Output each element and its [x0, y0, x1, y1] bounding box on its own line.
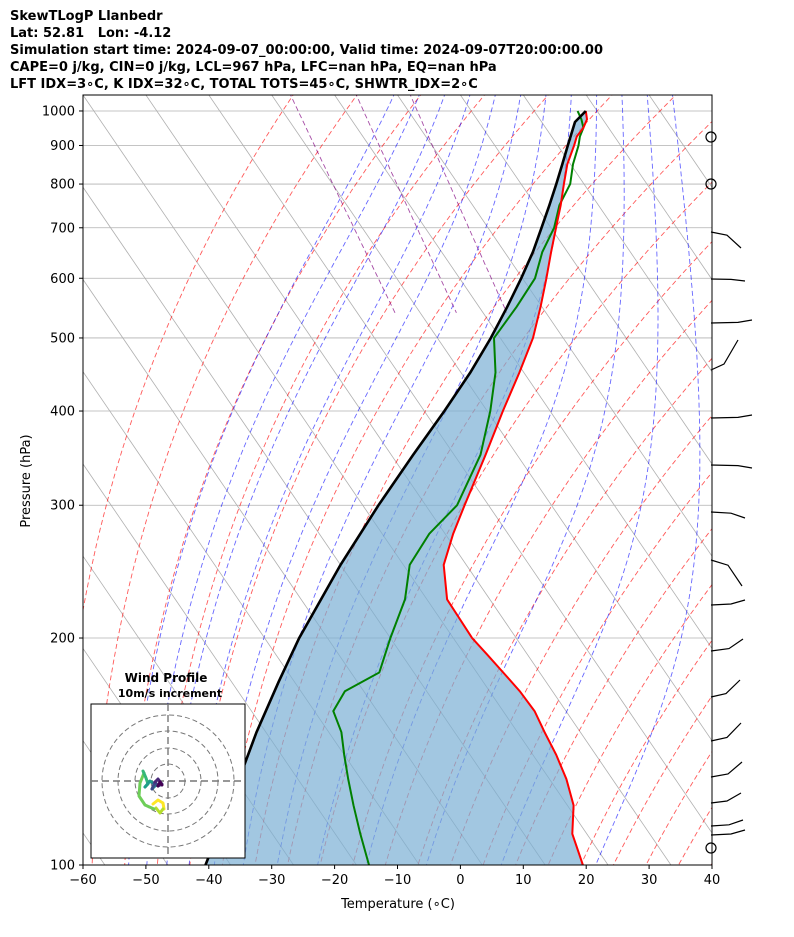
- wind-barb: [710, 414, 753, 419]
- x-tick-label: 20: [578, 873, 595, 888]
- location-label: Lat: 52.81 Lon: -4.12: [10, 26, 172, 41]
- isotherm-line: [585, 95, 712, 281]
- x-tick-label: 40: [704, 873, 721, 888]
- dry-adiabat-line: [734, 92, 794, 882]
- y-tick-label: 200: [50, 632, 75, 647]
- dry-adiabat-line: [221, 95, 613, 865]
- moist-adiabat-line: [146, 95, 420, 865]
- wind-barb: [710, 231, 742, 249]
- moist-adiabat-line: [425, 95, 625, 865]
- cape-label: CAPE=0 j/kg, CIN=0 j/kg, LCL=967 hPa, LF…: [10, 60, 497, 75]
- hodograph-title: Wind Profile: [125, 671, 208, 685]
- moist-adiabat-line: [128, 95, 395, 865]
- hodograph-trace: [137, 771, 156, 811]
- wind-barb: [710, 792, 742, 804]
- hodograph-trace: [151, 798, 166, 811]
- chart-title: SkewTLogP Llanbedr: [10, 9, 163, 24]
- dry-adiabat-line: [189, 95, 549, 865]
- wind-barb: [710, 829, 746, 836]
- moist-adiabat-line: [166, 95, 446, 865]
- isotherm-line: [648, 95, 712, 188]
- hodograph-trace: [154, 806, 165, 815]
- y-tick-label: 500: [50, 331, 75, 346]
- hodograph-trace: [156, 780, 164, 788]
- wind-barb: [710, 638, 744, 652]
- y-tick-label: 400: [50, 405, 75, 420]
- cape-shading: [205, 111, 587, 865]
- y-tick-label: 100: [50, 859, 75, 874]
- calm-wind-marker: [705, 131, 717, 143]
- dry-adiabat-line: [710, 862, 712, 865]
- dewpoint-line: [332, 110, 585, 865]
- x-tick-label: −10: [384, 873, 411, 888]
- x-axis-label: Temperature (∘C): [340, 897, 455, 912]
- x-tick-label: −30: [258, 873, 285, 888]
- isotherm-line: [711, 95, 712, 96]
- wind-barb: [710, 339, 739, 371]
- dry-adiabat-line: [547, 583, 712, 865]
- wind-barb: [710, 599, 746, 606]
- x-tick-label: −60: [69, 873, 96, 888]
- y-tick-label: 1000: [42, 104, 75, 119]
- wind-barb: [710, 319, 753, 324]
- dry-adiabat-line: [156, 95, 486, 865]
- calm-wind-marker: [705, 178, 717, 190]
- hodograph-subtitle: 10m/s increment: [118, 687, 222, 700]
- mixing-ratio-lines: [290, 95, 508, 313]
- dry-adiabat-line: [83, 95, 294, 613]
- wind-barb: [710, 511, 746, 519]
- wind-barb: [710, 722, 742, 742]
- x-tick-label: −50: [132, 873, 159, 888]
- x-tick-label: 10: [515, 873, 532, 888]
- moist-adiabat-line: [365, 95, 598, 865]
- isotherm-line: [83, 740, 169, 865]
- moist-adiabat-line: [242, 95, 522, 865]
- wind-barb: [710, 278, 746, 282]
- isotherm-line: [208, 95, 712, 834]
- wind-profile-inset: Wind Profile 10m/s increment: [90, 671, 246, 859]
- isotherm-line: [271, 95, 712, 742]
- temperature-line: [442, 110, 589, 865]
- wind-barb: [710, 559, 743, 587]
- x-tick-label: 30: [641, 873, 658, 888]
- moist-adiabat-line: [595, 95, 701, 865]
- parcel-line: [204, 110, 587, 865]
- wind-barb: [710, 761, 743, 778]
- isotherm-line: [397, 95, 712, 557]
- dry-adiabat-line: [254, 95, 677, 865]
- moist-adiabat-line: [500, 95, 659, 865]
- dry-adiabat-line: [417, 357, 712, 865]
- wind-barb: [710, 464, 753, 469]
- x-tick-label: −40: [195, 873, 222, 888]
- index-label: LFT IDX=3∘C, K IDX=32∘C, TOTAL TOTS=45∘C…: [10, 77, 478, 92]
- dry-adiabat-line: [677, 806, 712, 865]
- y-tick-label: 700: [50, 221, 75, 236]
- x-tick-label: 0: [456, 873, 464, 888]
- dry-adiabat-line: [766, 92, 794, 882]
- dry-adiabat-line: [580, 639, 712, 865]
- mixing-ratio-line: [409, 95, 508, 313]
- y-tick-label: 900: [50, 139, 75, 154]
- isotherm-line: [334, 95, 712, 650]
- calm-wind-marker: [705, 842, 717, 854]
- dry-adiabat-line: [450, 414, 712, 865]
- dry-adiabat-line: [384, 299, 712, 865]
- isotherm-line: [522, 95, 712, 373]
- dry-adiabat-line: [645, 750, 712, 865]
- y-tick-label: 800: [50, 178, 75, 193]
- dry-adiabat-line: [124, 95, 422, 865]
- dry-adiabat-line: [91, 95, 358, 865]
- wind-barb: [710, 679, 741, 698]
- wind-barb: [710, 819, 744, 827]
- y-axis-label: Pressure (hPa): [19, 434, 34, 527]
- time-label: Simulation start time: 2024-09-07_00:00:…: [10, 43, 603, 58]
- y-tick-label: 300: [50, 499, 75, 514]
- y-tick-label: 600: [50, 272, 75, 287]
- x-tick-label: −20: [321, 873, 348, 888]
